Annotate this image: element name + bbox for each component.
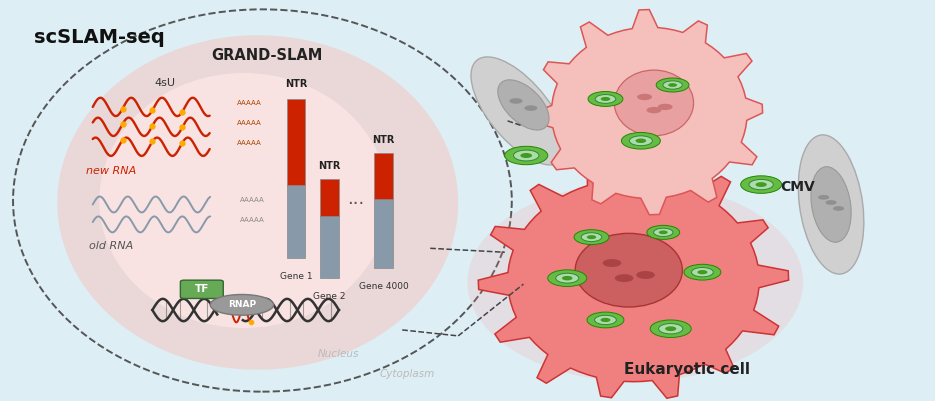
Ellipse shape [629,136,653,146]
Ellipse shape [658,324,683,334]
Ellipse shape [669,83,677,87]
Text: NTR: NTR [285,79,308,89]
Ellipse shape [497,80,549,130]
Ellipse shape [575,233,683,307]
Ellipse shape [562,276,572,280]
Text: Eukaryotic cell: Eukaryotic cell [624,362,750,377]
Ellipse shape [749,179,773,190]
Text: scSLAM-seq: scSLAM-seq [34,28,165,47]
Text: NTR: NTR [372,135,395,145]
Ellipse shape [647,225,680,239]
Polygon shape [478,155,788,398]
Ellipse shape [656,78,689,92]
Bar [287,184,306,258]
Ellipse shape [548,270,587,286]
Ellipse shape [614,70,694,136]
Text: 4sU: 4sU [154,78,175,88]
Text: CMV: CMV [780,180,814,194]
Ellipse shape [698,270,708,274]
Text: AAAAA: AAAAA [240,197,265,203]
Text: AAAAA: AAAAA [237,140,262,146]
Ellipse shape [663,81,683,89]
Ellipse shape [574,230,609,245]
Ellipse shape [818,195,829,200]
Ellipse shape [595,315,616,325]
Text: new RNA: new RNA [86,166,137,176]
Ellipse shape [798,135,864,274]
Ellipse shape [468,182,803,382]
Text: AAAAA: AAAAA [240,217,265,223]
Ellipse shape [755,182,767,187]
Ellipse shape [99,73,388,328]
Ellipse shape [57,35,458,370]
Ellipse shape [833,206,844,211]
Ellipse shape [684,264,721,280]
Ellipse shape [600,318,611,322]
Ellipse shape [636,138,646,143]
Ellipse shape [521,153,532,158]
Ellipse shape [659,231,668,234]
Ellipse shape [510,98,523,104]
Ellipse shape [596,95,616,103]
Ellipse shape [615,274,633,282]
Ellipse shape [622,132,660,149]
Text: AAAAA: AAAAA [237,100,262,106]
Text: Gene 2: Gene 2 [313,292,346,301]
Text: NTR: NTR [318,161,340,171]
Text: TF: TF [194,284,209,294]
Ellipse shape [525,105,538,111]
Ellipse shape [650,320,691,338]
Text: AAAAA: AAAAA [237,119,262,126]
Text: Cytoplasm: Cytoplasm [380,369,435,379]
Text: Gene 1: Gene 1 [280,272,312,281]
Ellipse shape [505,146,548,165]
Ellipse shape [603,259,622,267]
Bar [287,99,306,184]
FancyBboxPatch shape [180,280,223,298]
Ellipse shape [588,91,623,106]
Ellipse shape [826,200,837,205]
Ellipse shape [513,150,539,161]
Bar [374,198,393,268]
Ellipse shape [654,228,673,237]
Text: GRAND-SLAM: GRAND-SLAM [211,48,323,63]
Text: RNAP: RNAP [228,300,256,309]
Ellipse shape [587,312,624,328]
Ellipse shape [646,107,661,113]
Text: old RNA: old RNA [89,241,134,251]
Bar [320,217,338,278]
Polygon shape [533,10,763,215]
Ellipse shape [582,233,602,241]
Ellipse shape [471,57,567,165]
Ellipse shape [657,104,672,110]
Text: ...: ... [347,190,365,207]
Bar [374,153,393,198]
Bar [320,178,338,217]
Ellipse shape [210,294,274,315]
Ellipse shape [741,176,782,193]
Ellipse shape [600,97,611,101]
Ellipse shape [665,326,676,331]
Ellipse shape [636,271,654,279]
Ellipse shape [555,273,579,283]
Ellipse shape [692,267,713,277]
Ellipse shape [811,167,851,242]
Text: Nucleus: Nucleus [318,349,360,359]
Text: Gene 4000: Gene 4000 [359,282,409,291]
Ellipse shape [637,94,652,100]
Ellipse shape [587,235,597,239]
